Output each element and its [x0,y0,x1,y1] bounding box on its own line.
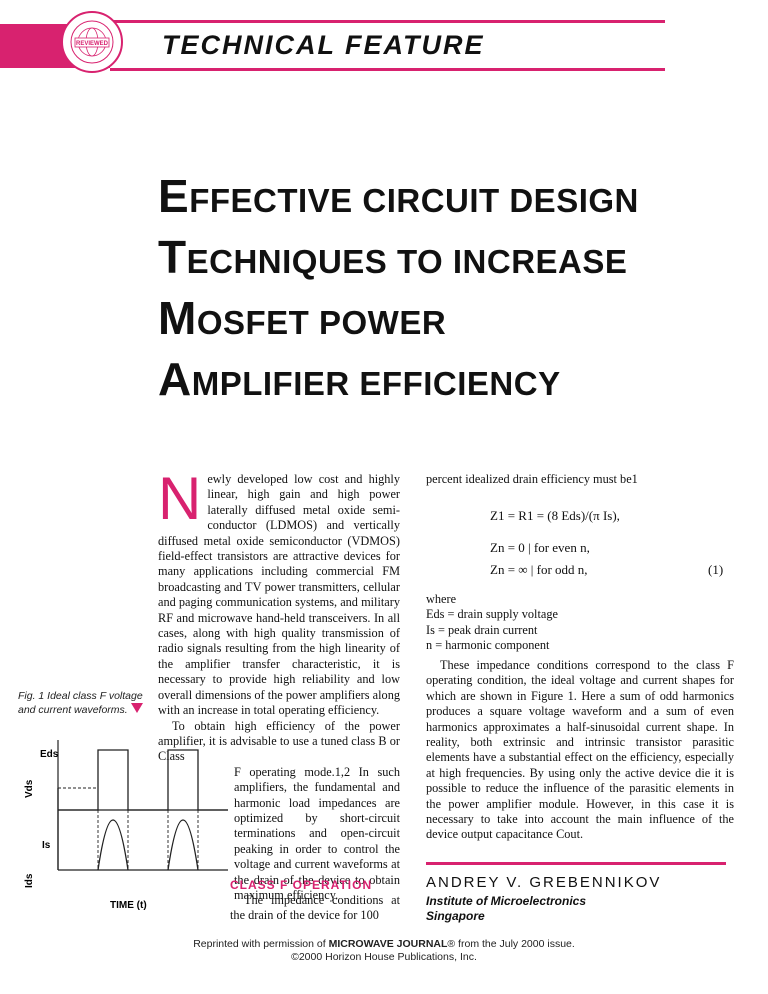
equation-line-2: Zn = 0 | for even n, [490,540,590,555]
where-label: where [426,592,457,606]
author-name: ANDREY V. GREBENNIKOV [426,874,662,891]
figure-caption-text: Fig. 1 Ideal class F voltage and current… [18,690,143,716]
paragraph-2a: To obtain high efficiency of the power a… [158,718,400,764]
equation-line-3: Zn = ∞ | for odd n, [490,562,588,577]
class-f-waveform-figure: Eds Vds Is Ids TIME (t) [24,740,228,911]
reprint-pre: Reprinted with permission of [193,938,329,950]
reprint-line: Reprinted with permission of MICROWAVE J… [0,938,768,951]
equation-line-1: Z1 = R1 = (8 Eds)/(π Is), [490,508,620,523]
paragraph-4: These impedance conditions correspond to… [426,658,734,842]
affiliation-line-2: Singapore [426,909,485,923]
equation-number: (1) [708,562,724,577]
voltage-square-wave [58,749,228,811]
header-rule-top [110,20,665,23]
author-affiliation: Institute of Microelectronics Singapore [426,894,586,924]
section-heading: CLASS F OPERATION [230,878,373,892]
right-column-intro: percent idealized drain efficiency must … [426,472,734,487]
ids-axis-label: Ids [24,873,35,888]
title-line-2: Techniques to Increase [158,231,628,283]
section-title: TECHNICAL FEATURE [162,30,485,60]
is-label: Is [42,840,51,851]
caption-arrow-icon [130,703,143,713]
paragraph-2b: F operating mode.1,2 In such amplifiers,… [234,764,400,902]
svg-text:REVIEWED: REVIEWED [76,41,109,47]
reviewed-seal-icon: REVIEWED [61,11,123,73]
article-title: Effective Circuit Design Techniques to I… [158,168,718,412]
time-axis-label: TIME (t) [110,900,147,911]
drop-cap: N [158,465,202,532]
definition-eds: Eds = drain supply voltage [426,607,558,622]
definition-n: n = harmonic component [426,638,550,653]
left-column: N ewly developed low cost and highly lin… [158,465,400,903]
current-pulse-2 [167,819,199,871]
definition-is: Is = peak drain current [426,622,538,637]
title-line-4: Amplifier Efficiency [158,353,561,405]
brand-name: MICROWAVE JOURNAL [328,938,448,950]
equation-block: Z1 = R1 = (8 Eds)/(π Is), Zn = 0 | for e… [426,500,726,590]
author-rule [426,862,726,865]
vds-axis-label: Vds [24,779,35,798]
eds-label: Eds [40,749,59,760]
affiliation-line-1: Institute of Microelectronics [426,894,587,908]
variable-definitions: where Eds = drain supply voltage Is = pe… [426,592,734,654]
paragraph-3: The impedance conditions at the drain of… [230,893,400,923]
figure-caption: Fig. 1 Ideal class F voltage and current… [18,690,143,717]
paragraph-r1: percent idealized drain efficiency must … [426,472,638,486]
header-rule-bottom [110,68,665,71]
title-line-3: MOSFET Power [158,292,447,344]
title-line-1: Effective Circuit Design [158,170,639,222]
current-pulse-1 [57,788,129,871]
paragraph-1: ewly developed low cost and highly linea… [158,472,400,718]
copyright-line: ©2000 Horizon House Publications, Inc. [291,951,477,963]
reprint-footer: Reprinted with permission of MICROWAVE J… [0,938,768,964]
reprint-post: ® from the July 2000 issue. [447,938,575,950]
